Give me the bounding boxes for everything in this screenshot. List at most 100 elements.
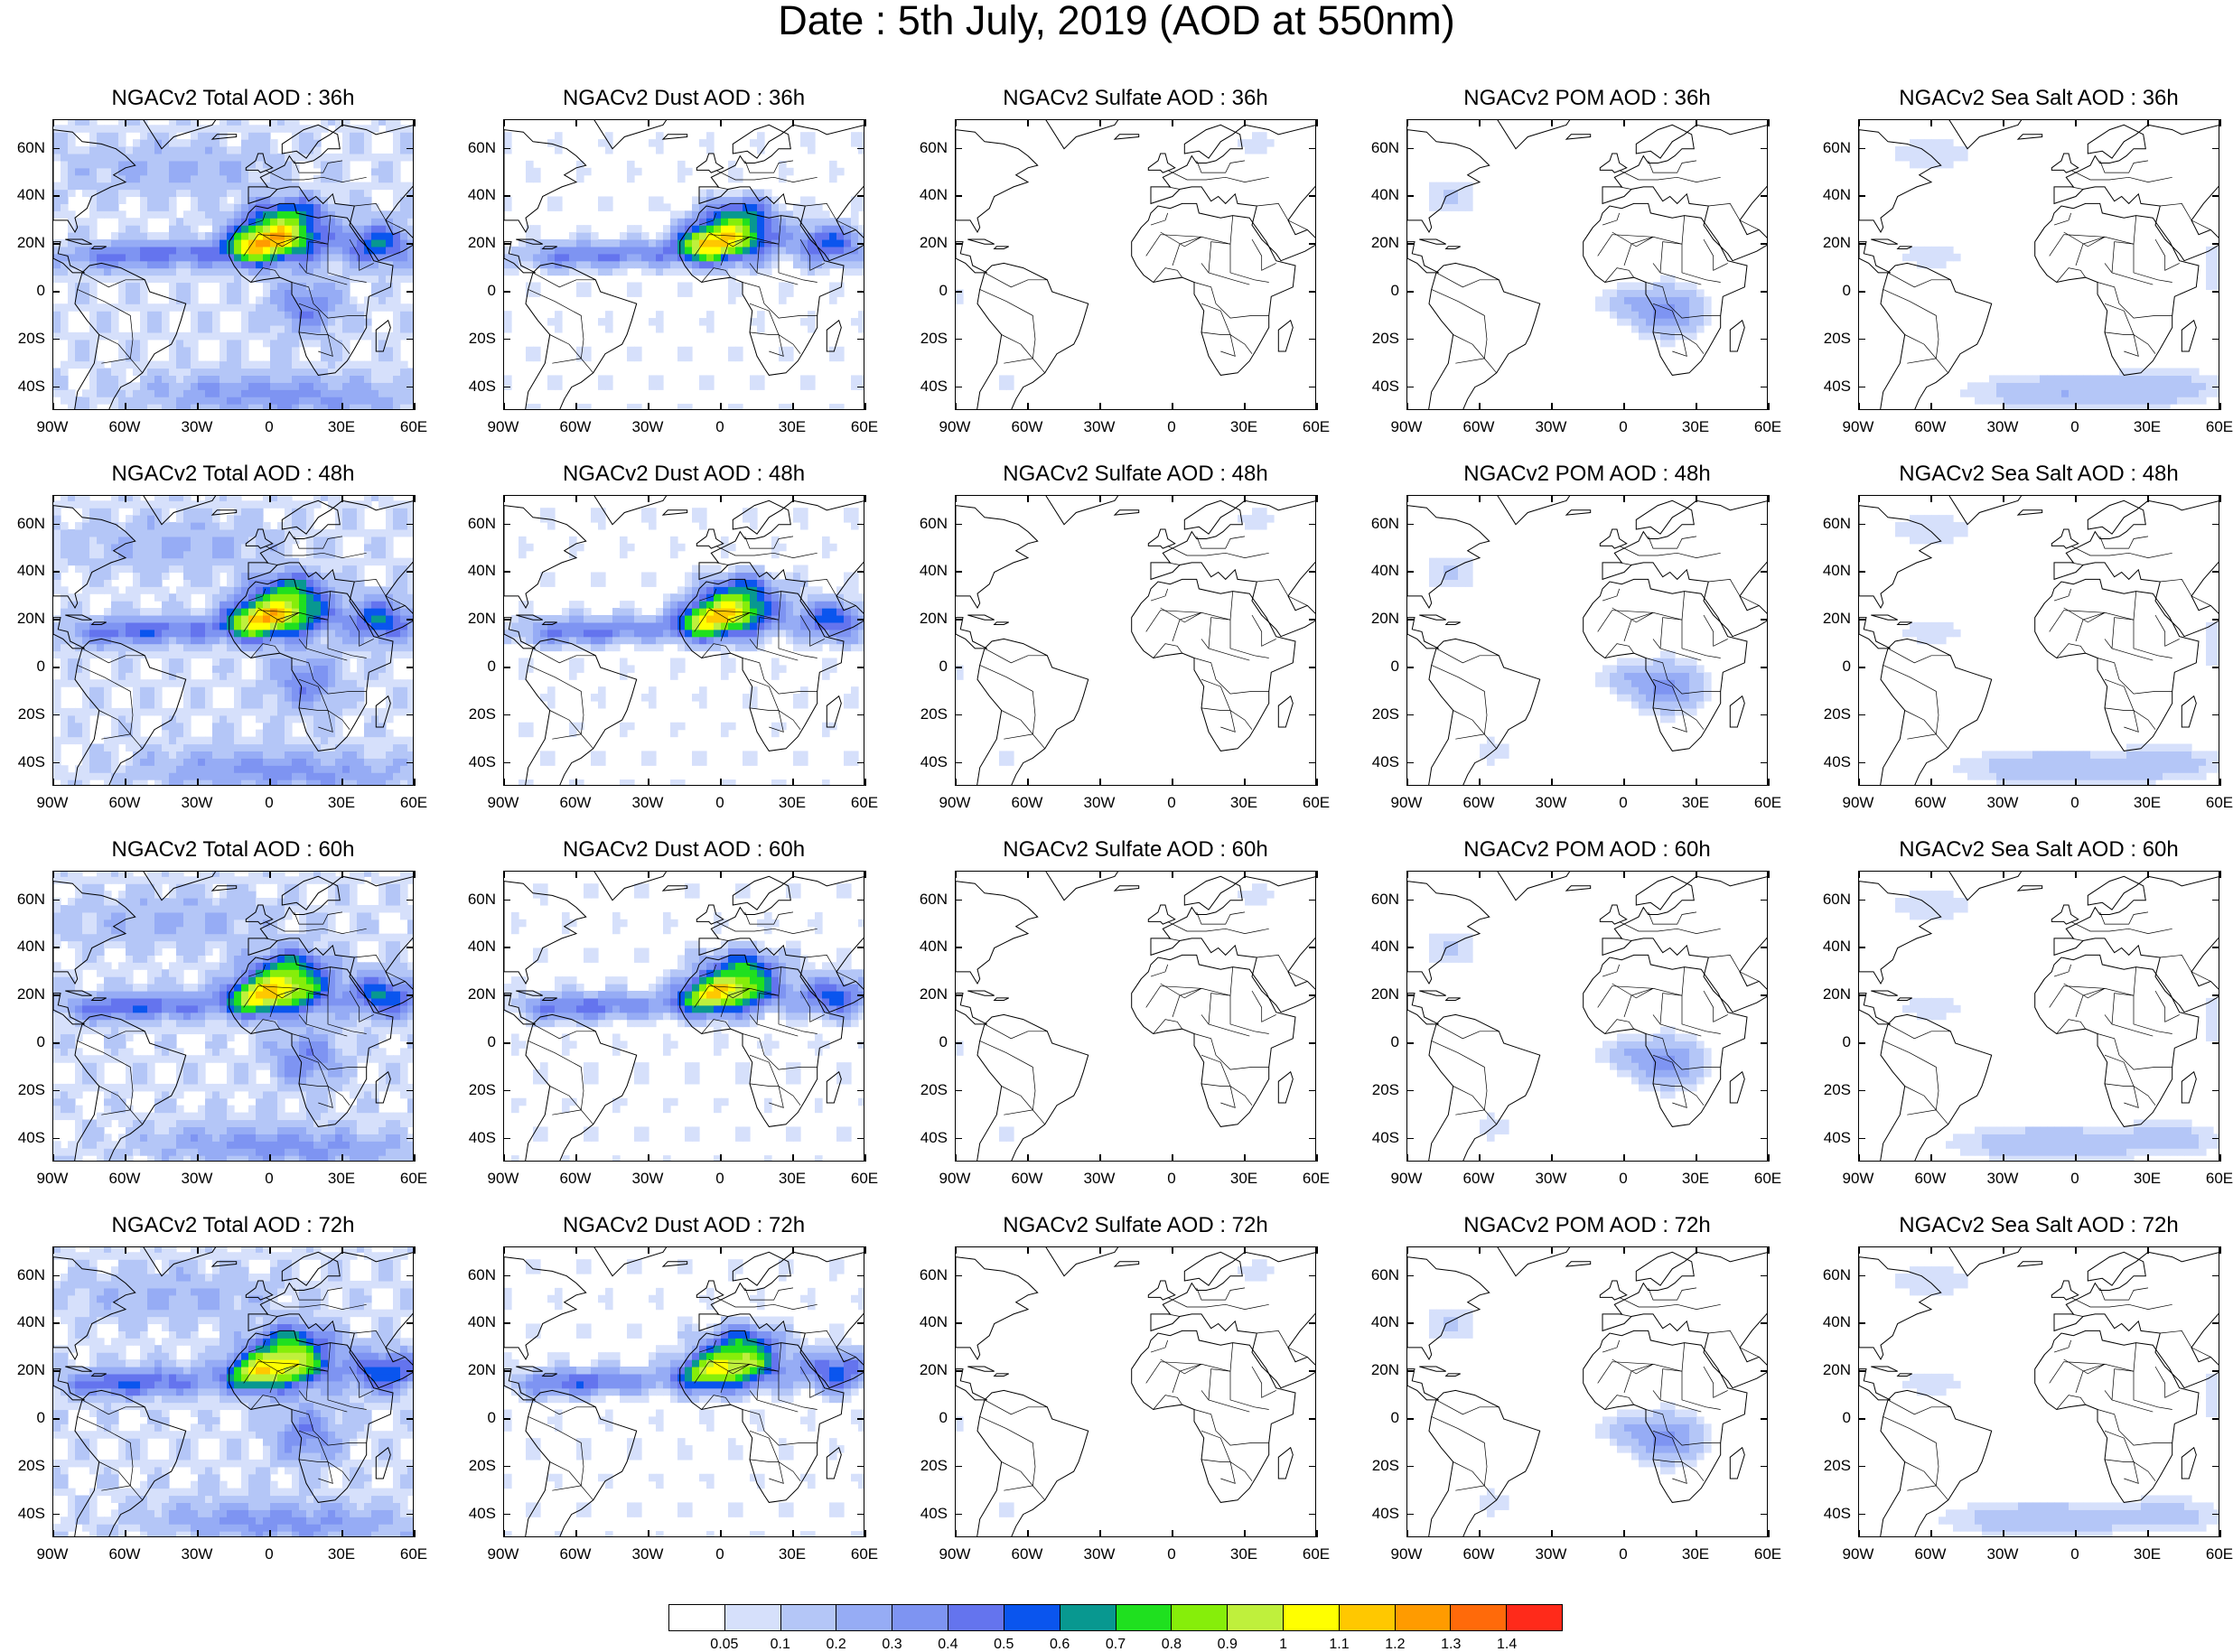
aod-cell [75,182,83,191]
aod-cell [306,232,314,240]
aod-cell [299,743,307,752]
aod-cell [147,679,155,687]
aod-cell [176,743,184,752]
aod-cell [154,232,163,240]
aod-cell [53,146,61,154]
aod-cell [851,318,859,326]
aod-cell [677,346,686,355]
aod-cell [299,267,307,276]
aod-cell [400,232,408,240]
aod-cell [306,672,314,680]
aod-cell [2054,404,2062,409]
aod-cell [1631,296,1640,304]
aod-cell [393,120,401,126]
aod-cell [97,397,105,405]
country-border [243,234,300,257]
aod-cell [191,174,199,183]
aod-cell [162,608,170,616]
aod-cell [234,508,242,516]
aod-cell [198,331,206,341]
aod-cell [1931,153,1939,162]
aod-cell [111,125,119,133]
aod-cell [212,368,220,377]
aod-cell [97,375,105,383]
aod-cell [407,572,413,580]
aod-cell [1689,311,1697,319]
country-border [1196,160,1246,173]
aod-cell [277,686,285,695]
coastline [143,120,217,150]
aod-cell [350,382,358,390]
aod-cell [220,404,228,409]
aod-cell [779,346,787,355]
aod-cell [357,765,365,773]
aod-cell [176,515,184,523]
coastline [375,319,391,352]
country-border [742,282,818,319]
aod-cell [292,282,300,290]
aod-cell [263,579,271,587]
aod-cell [212,389,220,397]
aod-cell [328,238,336,247]
aod-cell [256,707,264,716]
aod-cell [61,203,69,211]
aod-cell [248,565,257,574]
aod-cell [1989,397,1997,405]
aod-cell [285,496,293,501]
aod-cell [68,120,76,126]
aod-cell [851,210,859,219]
aod-cell [562,260,570,269]
aod-cell [183,232,192,240]
aod-cell [227,360,235,369]
aod-cell [306,586,314,594]
aod-cell [569,543,577,552]
aod-cell [227,522,235,530]
aod-cell [140,536,148,545]
aod-cell [256,225,264,233]
aod-cell [111,565,119,574]
aod-cell [321,346,329,355]
aod-cell [263,174,271,183]
aod-cell [205,132,213,140]
aod-cell [212,714,220,723]
lon-tick-label: 30W [1986,418,2019,435]
aod-cell [147,404,155,409]
aod-cell [154,536,163,545]
aod-cell [313,593,322,602]
aod-cell [793,260,801,269]
aod-cell [68,282,76,290]
aod-cell [111,665,119,673]
aod-cell [198,375,206,383]
aod-cell [641,232,649,240]
aod-cell [234,389,242,397]
aod-cell [118,232,126,240]
aod-cell [836,218,845,226]
lat-tick-label: 40N [1370,186,1399,204]
aod-cell [321,397,329,405]
aod-cell [191,586,199,594]
aod-cell [277,779,285,785]
lat-tick [1406,291,1414,293]
aod-cell [118,353,126,362]
aod-cell [342,167,350,176]
map-panel [955,119,1316,410]
aod-cell [328,579,336,587]
aod-cell [205,636,213,645]
aod-cell [169,346,177,355]
lon-tick-label: 30E [327,418,356,435]
aod-cell [2040,389,2048,397]
aod-cell [198,382,206,390]
aod-cell [728,203,736,211]
aod-cell [728,275,736,284]
aod-cell [364,368,372,377]
aod-cell [836,346,845,355]
aod-cell [212,203,220,211]
aod-cell [212,125,220,133]
aod-cell [1682,324,1690,333]
lat-tick [503,386,510,388]
aod-cell [335,736,343,745]
aod-cell [706,260,715,269]
aod-cell [126,160,134,169]
aod-cell [176,397,184,405]
aod-cell [407,146,413,154]
